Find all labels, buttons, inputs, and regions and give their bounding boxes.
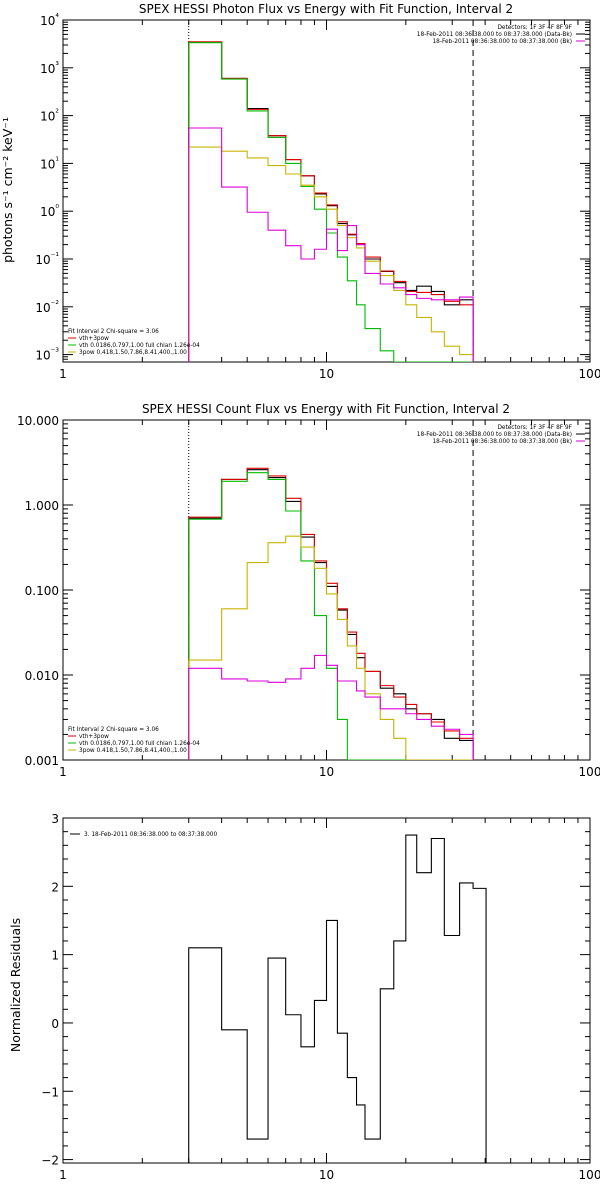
count-flux-x-tick-label: 100: [579, 765, 600, 779]
count-flux-plot-area: 1 10 100 0.001 0.010 0.100 1.000 10.000 Detector…: [17, 414, 600, 779]
residuals-y-tick-label: 2: [51, 880, 59, 894]
photon-flux-y-tick-label: 10³: [40, 61, 59, 76]
count-flux-legend-bottom-left-entry: vth 0.0186,0.797,1.00 full chian 1.26e-0…: [79, 741, 200, 747]
residuals-panel: Normalized Residuals 1 10 100 −2 −1 0 1 2 3 3. 18…: [8, 812, 600, 1182]
photon-flux-x-tick-label: 100: [579, 367, 600, 381]
count-flux-legend-top-right-entry: Detectors: 1F 3F 4F 8F 9F: [497, 425, 572, 431]
count-flux-title: SPEX HESSI Count Flux vs Energy with Fit…: [142, 402, 510, 416]
residuals-y-tick-label: 1: [51, 949, 59, 963]
count-flux-x-tick-label: 1: [59, 765, 67, 779]
count-flux-legend-bottom-left-entry: 3pow 0.418,1.50,7.86,8.41,400.,1.00: [79, 748, 187, 754]
photon-flux-y-tick-label: 10⁴: [40, 13, 59, 28]
count-flux-series-3pow: [188, 535, 474, 760]
residuals-y-tick-label: −1: [41, 1085, 59, 1099]
residuals-y-tick-label: 0: [51, 1017, 59, 1031]
residuals-y-tick-label: −2: [41, 1154, 59, 1168]
count-flux-series-vth-3pow: [188, 467, 474, 760]
residuals-x-tick-label: 100: [579, 1168, 600, 1182]
count-flux-legend-top-right-entry: 18-Feb-2011 08:36:38.000 to 08:37:38.000…: [432, 439, 572, 445]
residuals-y-axis-label: Normalized Residuals: [8, 918, 23, 1052]
photon-flux-plot-area: 1 10 100 10⁻³ 10⁻² 10⁻¹ 10⁰ 10¹ 10² 10³ 10⁴ Detecto…: [35, 13, 600, 381]
photon-flux-legend-bottom-left-entry: 3pow 0.418,1.50,7.86,8.41,400.,1.00: [79, 350, 187, 356]
photon-flux-y-tick-label: 10²: [40, 109, 59, 124]
count-flux-x-tick-label: 10: [319, 765, 334, 779]
photon-flux-y-tick-label: 10⁻²: [35, 300, 59, 315]
residuals-series-group: [188, 834, 487, 1163]
count-flux-y-tick-label: 0.001: [25, 754, 59, 768]
photon-flux-legend-top-right-entry: 18-Feb-2011 08:36:38.000 to 08:37:38.000…: [417, 32, 572, 38]
count-flux-panel: SPEX HESSI Count Flux vs Energy with Fit…: [17, 402, 600, 779]
photon-flux-x-tick-label: 1: [59, 367, 67, 381]
count-flux-y-tick-label: 0.100: [25, 584, 59, 598]
residuals-legend-top-left-entry: 3. 18-Feb-2011 08:36:38.000 to 08:37:38.…: [84, 832, 217, 838]
residuals-series-3-18-feb-2011-08-36-38-000-to-08-37-38-000: [188, 834, 487, 1163]
photon-flux-y-tick-label: 10¹: [40, 156, 59, 171]
photon-flux-legend-bottom-left-entry: vth+3pow: [79, 336, 109, 342]
count-flux-legend-bottom-left-entry: Fit Interval 2 Chi-square = 3.06: [68, 727, 159, 733]
residuals-y-tick-label: 3: [51, 812, 59, 826]
count-flux-legend-top-right-entry: 18-Feb-2011 08:36:38.000 to 08:37:38.000…: [417, 432, 572, 438]
photon-flux-panel: SPEX HESSI Photon Flux vs Energy with Fi…: [0, 2, 600, 381]
photon-flux-legend-top-right-entry: 18-Feb-2011 08:36:38.000 to 08:37:38.000…: [432, 39, 572, 45]
photon-flux-series-group: [188, 41, 474, 362]
photon-flux-y-tick-label: 10⁻³: [35, 348, 59, 363]
photon-flux-x-tick-label: 10: [319, 367, 334, 381]
count-flux-y-tick-label: 1.000: [25, 499, 59, 513]
photon-flux-series-bk: [188, 127, 474, 362]
photon-flux-y-axis-label: photons s⁻¹ cm⁻² keV⁻¹: [0, 117, 15, 263]
photon-flux-legend-bottom-left-entry: Fit Interval 2 Chi-square = 3.06: [68, 329, 159, 335]
residuals-plot-area: 1 10 100 −2 −1 0 1 2 3 3. 18-Feb-2011 08:36:38.00…: [41, 812, 600, 1182]
count-flux-series-bk: [188, 654, 474, 760]
count-flux-y-tick-label: 0.010: [25, 669, 59, 683]
count-flux-series-vth: [188, 472, 474, 760]
photon-flux-title: SPEX HESSI Photon Flux vs Energy with Fi…: [139, 2, 513, 16]
residuals-x-tick-label: 1: [59, 1168, 67, 1182]
count-flux-legend-bottom-left-entry: vth+3pow: [79, 734, 109, 740]
count-flux-series-group: [188, 467, 474, 760]
photon-flux-series-3pow: [188, 146, 474, 362]
photon-flux-y-tick-label: 10⁰: [40, 204, 59, 219]
count-flux-y-tick-label: 10.000: [17, 414, 59, 428]
photon-flux-legend-bottom-left-entry: vth 0.0186,0.797,1.00 full chian 1.26e-0…: [79, 343, 200, 349]
residuals-x-tick-label: 10: [319, 1168, 334, 1182]
photon-flux-y-tick-label: 10⁻¹: [35, 252, 59, 267]
photon-flux-legend-top-right-entry: Detectors: 1F 3F 4F 8F 9F: [497, 25, 572, 31]
